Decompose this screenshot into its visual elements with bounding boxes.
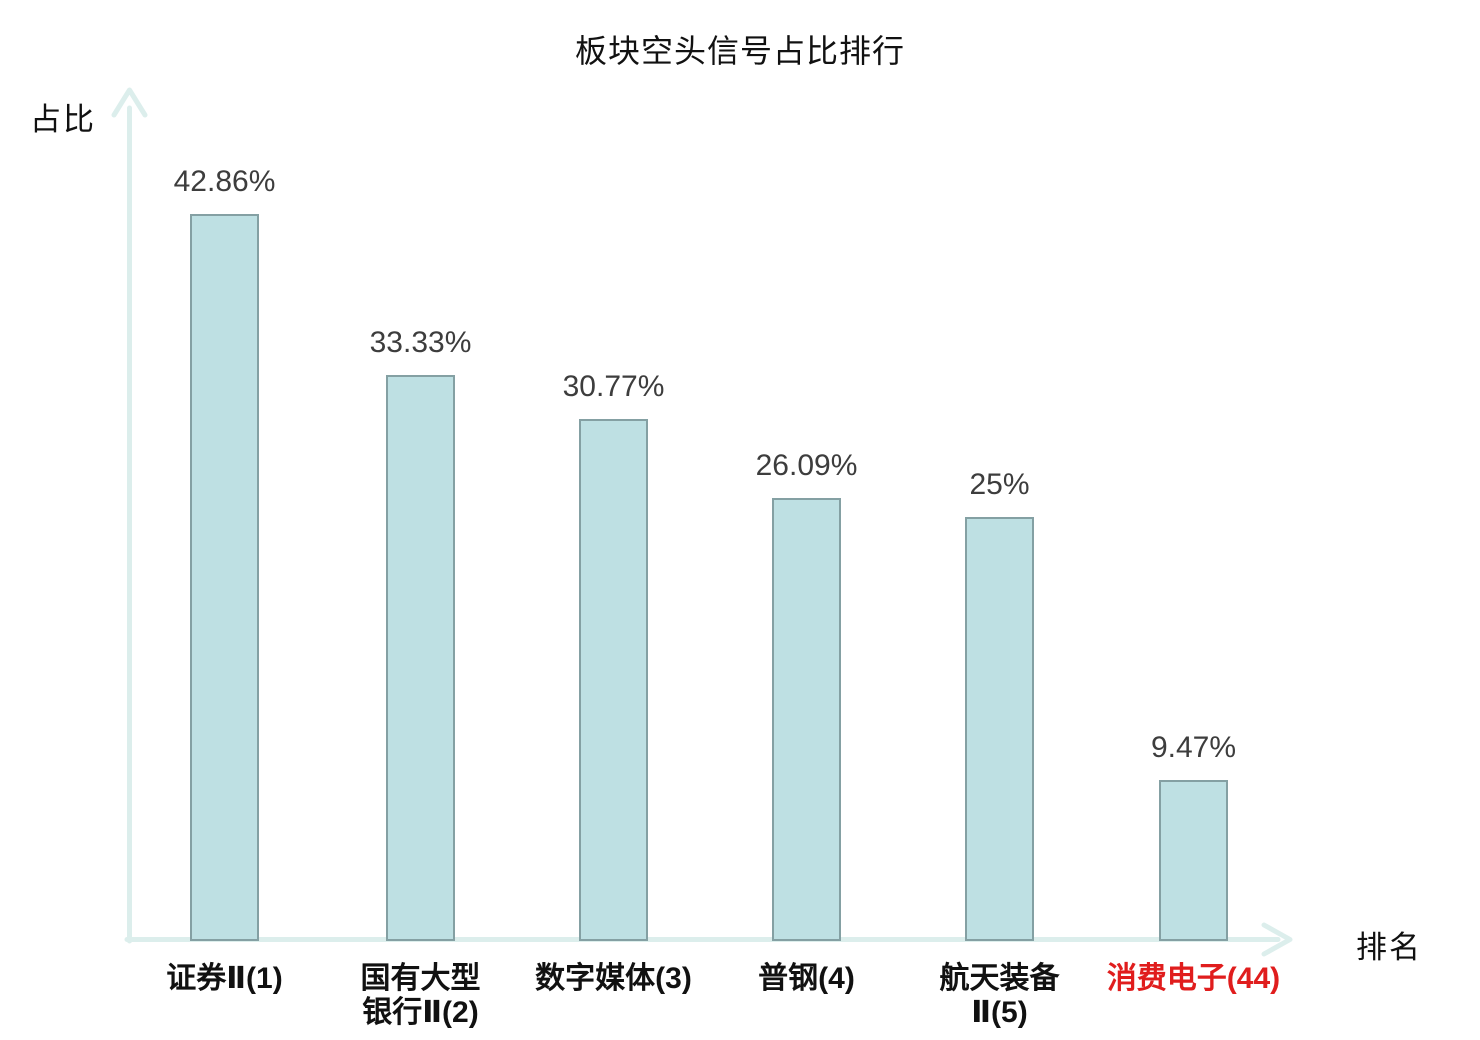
bar-value-label: 9.47% <box>1150 731 1237 764</box>
category-label: 证券Ⅱ(1) <box>105 962 345 996</box>
bar <box>386 375 455 941</box>
category-label-line: Ⅱ(5) <box>971 996 1028 1029</box>
bar <box>965 517 1034 941</box>
chart-title: 板块空头信号占比排行 <box>574 33 905 69</box>
category-label-line: 银行Ⅱ(2) <box>362 996 479 1029</box>
category-label-line: 航天装备 <box>939 962 1060 995</box>
category-label: 数字媒体(3) <box>494 962 734 996</box>
bar <box>772 498 841 941</box>
category-label-line: 证券Ⅱ(1) <box>166 962 283 995</box>
bar <box>190 214 259 941</box>
category-label-line: 普钢(4) <box>758 962 855 995</box>
x-axis-arrow-icon <box>1261 922 1293 957</box>
x-axis-label: 排名 <box>1356 930 1422 965</box>
category-label-line: 国有大型 <box>360 962 481 995</box>
y-axis-label: 占比 <box>30 102 96 137</box>
bar-value-label: 30.77% <box>562 370 665 403</box>
category-label: 普钢(4) <box>687 962 927 996</box>
bar-value-label: 33.33% <box>369 326 472 359</box>
bar <box>579 419 648 941</box>
category-label-line: 数字媒体(3) <box>535 962 692 995</box>
bar-value-label: 42.86% <box>173 165 276 198</box>
category-label: 消费电子(44) <box>1074 962 1314 996</box>
bar-value-label: 26.09% <box>755 449 858 482</box>
bar <box>1159 780 1228 941</box>
bar-value-label: 25% <box>969 468 1030 501</box>
category-label: 航天装备 Ⅱ(5) <box>880 962 1120 1030</box>
category-label: 国有大型 银行Ⅱ(2) <box>301 962 541 1030</box>
category-label-line: 消费电子(44) <box>1106 962 1281 995</box>
y-axis-arrow-icon <box>111 87 148 118</box>
